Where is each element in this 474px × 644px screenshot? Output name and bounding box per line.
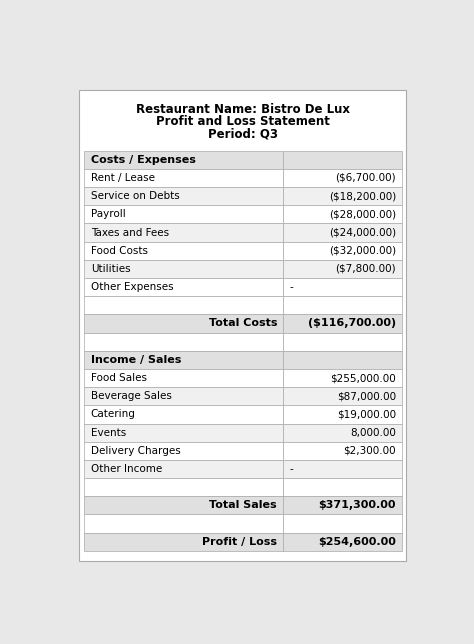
Text: ($6,700.00): ($6,700.00) (336, 173, 396, 183)
Bar (84, 278, 283, 296)
Text: Events: Events (91, 428, 126, 438)
Bar (84, 533, 283, 551)
Text: ($7,800.00): ($7,800.00) (336, 264, 396, 274)
Text: Total Sales: Total Sales (210, 500, 277, 511)
Bar (84, 260, 283, 278)
Text: ($116,700.00): ($116,700.00) (308, 319, 396, 328)
Text: -: - (289, 464, 293, 474)
Bar (84, 296, 283, 314)
Text: Other Income: Other Income (91, 464, 162, 474)
Text: ($28,000.00): ($28,000.00) (329, 209, 396, 220)
Text: Costs / Expenses: Costs / Expenses (91, 155, 196, 165)
Bar (283, 205, 401, 223)
Text: $371,300.00: $371,300.00 (319, 500, 396, 511)
Text: $19,000.00: $19,000.00 (337, 410, 396, 419)
Text: $255,000.00: $255,000.00 (330, 373, 396, 383)
Text: Service on Debts: Service on Debts (91, 191, 180, 201)
Bar (84, 442, 283, 460)
Bar (283, 332, 401, 351)
Text: 8,000.00: 8,000.00 (350, 428, 396, 438)
Bar (84, 242, 283, 260)
Text: Food Costs: Food Costs (91, 246, 148, 256)
Text: Income / Sales: Income / Sales (91, 355, 181, 365)
Bar (84, 169, 283, 187)
Text: -: - (289, 282, 293, 292)
Text: $254,600.00: $254,600.00 (318, 536, 396, 547)
Bar (283, 242, 401, 260)
Bar (84, 387, 283, 405)
Bar (283, 187, 401, 205)
Bar (283, 278, 401, 296)
Text: Total Costs: Total Costs (209, 319, 277, 328)
Bar (84, 314, 283, 332)
Text: $87,000.00: $87,000.00 (337, 392, 396, 401)
Bar (84, 515, 283, 533)
Text: Restaurant Name: Bistro De Lux: Restaurant Name: Bistro De Lux (136, 103, 350, 116)
Bar (283, 260, 401, 278)
Bar (283, 314, 401, 332)
Text: ($18,200.00): ($18,200.00) (329, 191, 396, 201)
Text: Payroll: Payroll (91, 209, 126, 220)
Bar (84, 478, 283, 497)
Bar (283, 169, 401, 187)
Bar (283, 223, 401, 242)
Bar (283, 424, 401, 442)
Text: ($24,000.00): ($24,000.00) (329, 227, 396, 238)
Bar (84, 332, 283, 351)
Bar (84, 424, 283, 442)
Text: ($32,000.00): ($32,000.00) (329, 246, 396, 256)
Bar (84, 187, 283, 205)
Bar (283, 351, 401, 369)
Bar (283, 369, 401, 387)
Text: $2,300.00: $2,300.00 (344, 446, 396, 456)
Bar (283, 460, 401, 478)
Bar (283, 387, 401, 405)
Bar (84, 497, 283, 515)
Bar (84, 369, 283, 387)
Text: Catering: Catering (91, 410, 136, 419)
Text: Delivery Charges: Delivery Charges (91, 446, 181, 456)
Text: Profit / Loss: Profit / Loss (202, 536, 277, 547)
Bar (283, 405, 401, 424)
Bar (80, 90, 406, 561)
Text: Utilities: Utilities (91, 264, 130, 274)
Bar (84, 405, 283, 424)
Text: Rent / Lease: Rent / Lease (91, 173, 155, 183)
Bar (84, 151, 283, 169)
Bar (283, 442, 401, 460)
Bar (283, 497, 401, 515)
Text: Beverage Sales: Beverage Sales (91, 392, 172, 401)
Text: Profit and Loss Statement: Profit and Loss Statement (156, 115, 330, 128)
Text: Other Expenses: Other Expenses (91, 282, 173, 292)
Text: Period: Q3: Period: Q3 (208, 128, 278, 141)
Bar (283, 478, 401, 497)
Text: Food Sales: Food Sales (91, 373, 147, 383)
Bar (84, 205, 283, 223)
Bar (84, 460, 283, 478)
Bar (283, 515, 401, 533)
Bar (283, 296, 401, 314)
Text: Taxes and Fees: Taxes and Fees (91, 227, 169, 238)
Bar (283, 151, 401, 169)
Bar (84, 351, 283, 369)
Bar (84, 223, 283, 242)
Bar (283, 533, 401, 551)
